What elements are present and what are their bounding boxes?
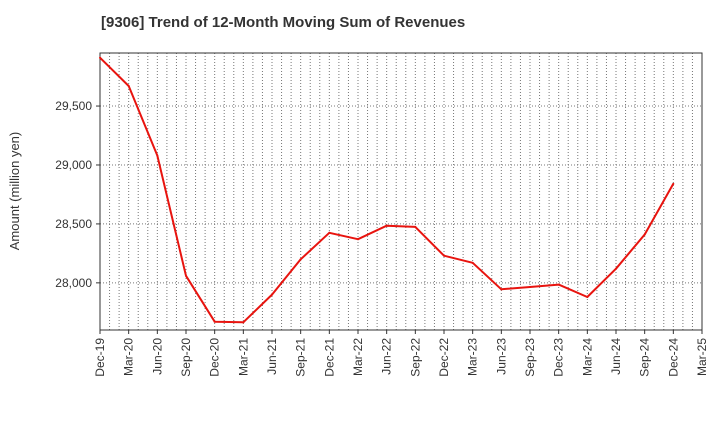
- data-point: [328, 231, 331, 234]
- x-tick-label: Dec-19: [93, 338, 107, 377]
- x-tick-label: Jun-22: [380, 338, 394, 375]
- x-tick-label: Mar-24: [580, 338, 594, 376]
- y-axis-title: Amount (million yen): [7, 132, 22, 251]
- data-point: [586, 295, 589, 298]
- chart-title: [9306] Trend of 12-Month Moving Sum of R…: [101, 14, 466, 31]
- x-tick-label: Sep-24: [638, 338, 652, 377]
- data-point: [443, 254, 445, 257]
- data-point: [299, 258, 302, 261]
- data-point: [271, 293, 273, 296]
- y-tick-label: 29,500: [55, 99, 92, 113]
- data-point: [615, 267, 617, 270]
- x-tick-label: Mar-25: [695, 338, 709, 376]
- data-point: [99, 56, 101, 59]
- x-tick-label: Dec-23: [552, 338, 566, 377]
- x-tick-label: Dec-24: [666, 338, 680, 377]
- data-point: [156, 154, 159, 157]
- data-point: [414, 225, 417, 228]
- x-tick-label: Sep-22: [408, 338, 422, 377]
- data-point: [471, 261, 474, 264]
- data-point: [672, 182, 675, 185]
- x-tick-label: Jun-24: [609, 338, 623, 375]
- plot-area: [99, 52, 703, 331]
- x-tick-label: Jun-21: [265, 338, 279, 375]
- x-tick-label: Mar-20: [122, 338, 136, 376]
- x-tick-label: Sep-21: [294, 338, 308, 377]
- data-point: [643, 233, 646, 236]
- x-tick-label: Jun-20: [150, 338, 164, 375]
- x-tick-label: Jun-23: [494, 338, 508, 375]
- x-tick-label: Mar-22: [351, 338, 365, 376]
- series-layer: [99, 56, 675, 324]
- y-tick-label: 28,500: [55, 217, 92, 231]
- data-point: [127, 85, 130, 88]
- data-point: [385, 224, 388, 227]
- data-point: [185, 274, 187, 277]
- x-tick-label: Mar-23: [466, 338, 480, 376]
- x-axis-ticks: Dec-19 Mar-20 Jun-20 Sep-20 Dec-20 Mar-21 Jun-…: [93, 330, 709, 377]
- x-tick-label: Sep-23: [523, 338, 537, 377]
- y-tick-label: 29,000: [55, 158, 92, 172]
- x-tick-label: Dec-22: [437, 338, 451, 377]
- data-point: [529, 285, 531, 288]
- x-tick-label: Sep-20: [179, 338, 193, 377]
- y-tick-label: 28,000: [55, 276, 92, 290]
- y-axis-ticks: 28,000 28,500 29,000 29,500: [55, 99, 100, 290]
- data-point: [357, 238, 359, 241]
- x-tick-label: Dec-20: [208, 338, 222, 377]
- series-line: [99, 56, 675, 324]
- x-tick-label: Mar-21: [236, 338, 250, 376]
- data-point: [500, 288, 503, 291]
- data-point: [213, 320, 216, 323]
- x-tick-label: Dec-21: [322, 338, 336, 377]
- data-point: [557, 283, 560, 286]
- data-point: [242, 321, 245, 324]
- grid: [100, 53, 702, 330]
